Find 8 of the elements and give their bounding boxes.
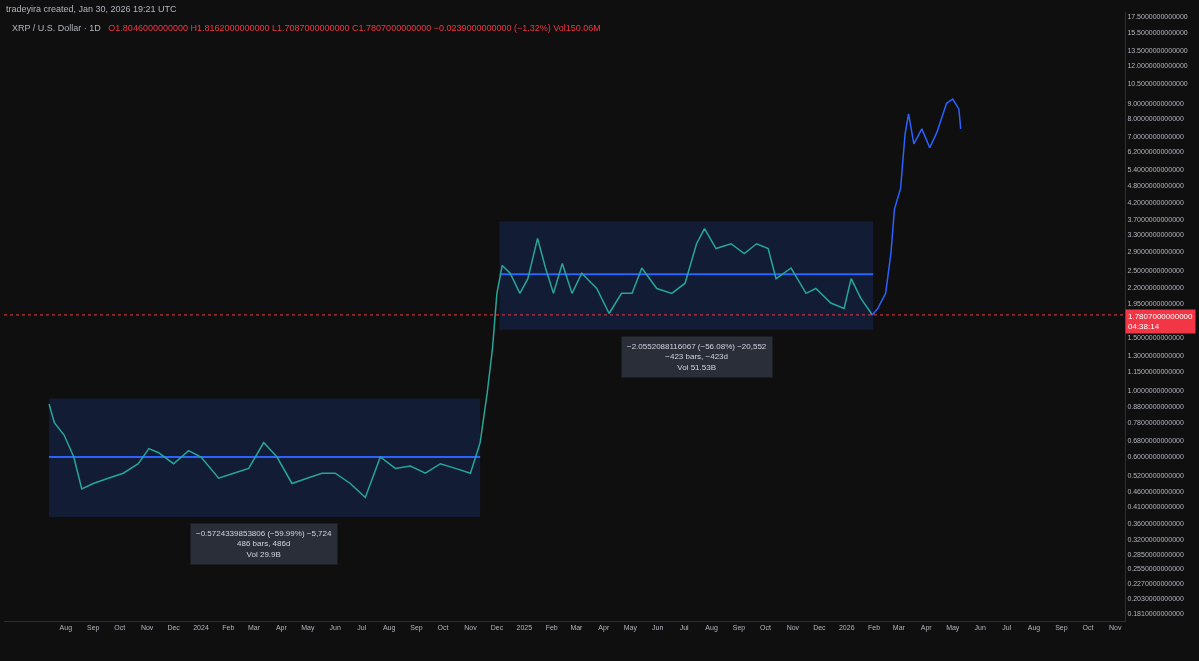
line-series bbox=[48, 227, 874, 499]
line-series bbox=[871, 98, 962, 316]
annotation: tradeyira created, Jan 30, 2026 19:21 UTC bbox=[6, 4, 178, 14]
annotation: −2.0552088116067 (−56.08%) −20,552 −423 bars, −423d Vol 51.53B bbox=[627, 342, 767, 372]
text: XRP / U.S. Dollar · 1D bbox=[12, 23, 101, 33]
text: O1.8046000000000 H1.8162000000000 L1.7087000000000 C1.7807000000000 −0.0239000000000 (−1.32%) Vol150.06M bbox=[108, 23, 601, 33]
annotation: −0.5724339853806 (−59.99%) −5,724 486 bars, 486d Vol 29.9B bbox=[196, 529, 332, 559]
ref-line-label: 1.7807000000000 04:38:14 bbox=[1128, 312, 1194, 332]
